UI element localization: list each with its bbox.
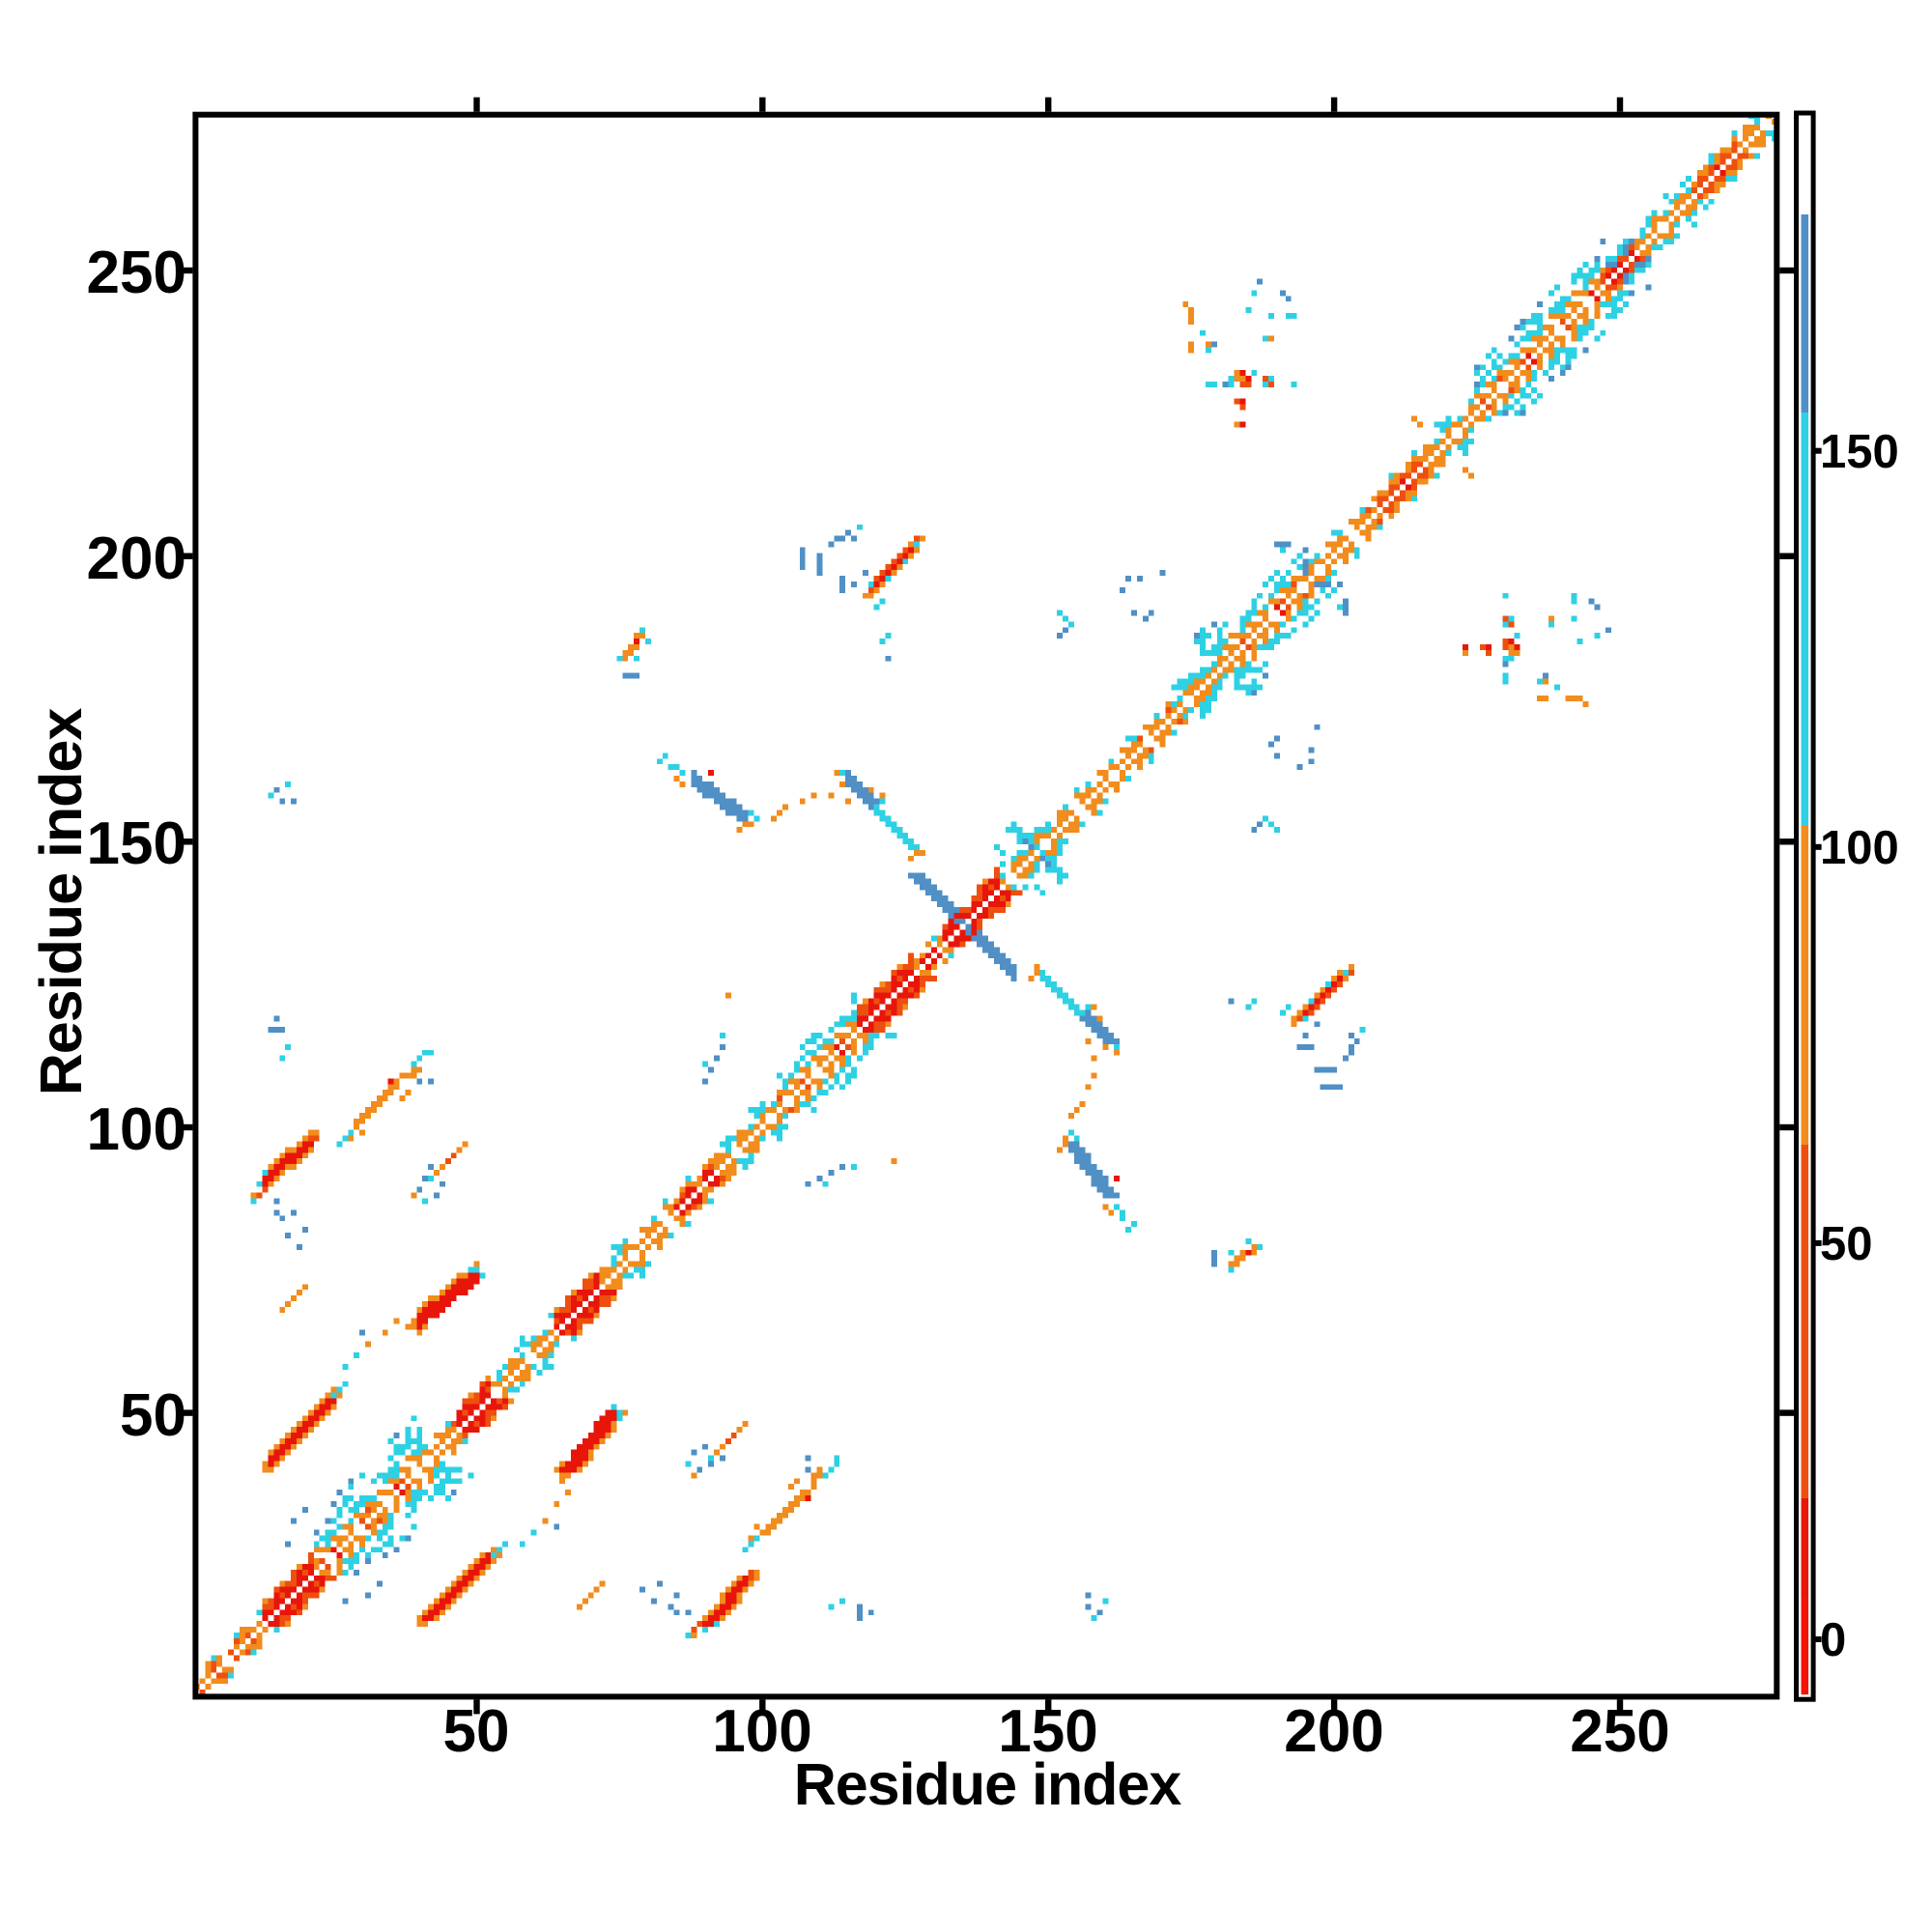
svg-text:50: 50 [1820,1218,1873,1270]
svg-text:150: 150 [87,810,186,877]
svg-text:150: 150 [1820,426,1899,478]
svg-text:Residue index: Residue index [28,708,94,1096]
svg-text:0: 0 [1820,1614,1846,1666]
svg-text:200: 200 [1284,1698,1383,1765]
svg-text:Residue index: Residue index [794,1751,1182,1817]
svg-text:100: 100 [87,1096,186,1163]
svg-text:100: 100 [712,1698,811,1765]
svg-text:50: 50 [443,1698,510,1765]
svg-text:50: 50 [120,1382,186,1449]
svg-text:200: 200 [87,526,186,592]
svg-text:100: 100 [1820,822,1899,874]
svg-text:150: 150 [998,1698,1097,1765]
svg-text:250: 250 [1570,1698,1669,1765]
svg-text:250: 250 [87,240,186,306]
